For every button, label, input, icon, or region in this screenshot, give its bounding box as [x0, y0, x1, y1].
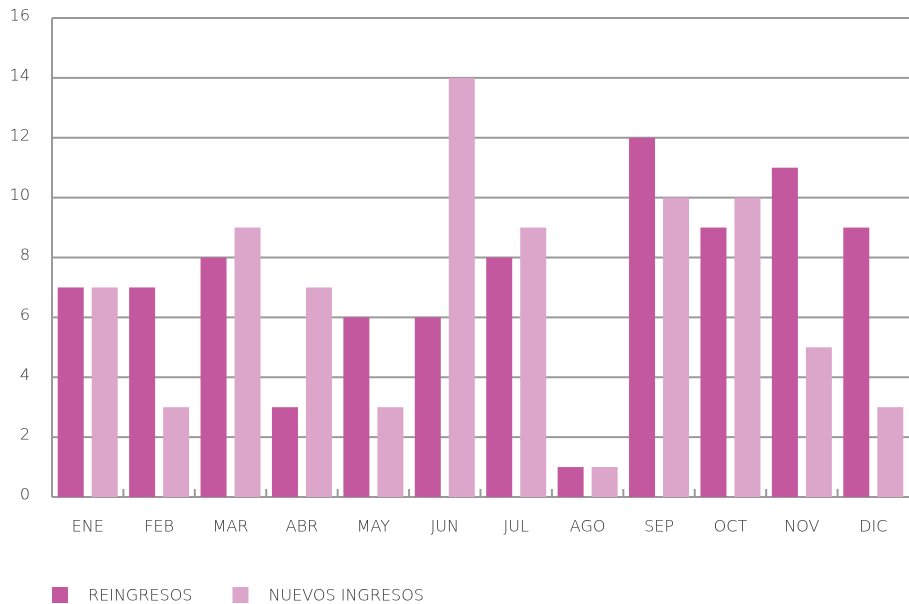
bar: [663, 197, 690, 497]
y-tick-label: 8: [20, 245, 30, 264]
bar: [377, 407, 404, 497]
y-tick-label: 2: [20, 425, 30, 444]
x-tick-label: ENE: [72, 517, 104, 536]
x-tick-label: MAR: [213, 517, 249, 536]
y-tick-label: 12: [10, 125, 30, 144]
x-tick-label: ABR: [286, 517, 319, 536]
bar: [305, 287, 332, 497]
bar: [591, 467, 618, 497]
legend-swatch: [52, 587, 68, 603]
bar: [629, 137, 656, 497]
legend-label: REINGRESOS: [88, 586, 192, 604]
x-tick-label: JUN: [431, 517, 459, 536]
bar: [271, 407, 298, 497]
x-tick-label: AGO: [570, 517, 606, 536]
bar: [486, 257, 513, 497]
bar: [771, 167, 798, 497]
y-tick-label: 10: [10, 185, 30, 204]
bar: [843, 227, 870, 497]
bar: [877, 407, 904, 497]
x-tick-label: SEP: [644, 517, 674, 536]
bar: [414, 317, 441, 497]
x-tick-label: OCT: [714, 517, 748, 536]
bar: [57, 287, 84, 497]
legend-swatch: [232, 587, 249, 603]
y-tick-label: 6: [20, 305, 30, 324]
bar: [734, 197, 761, 497]
x-tick-label: DIC: [859, 517, 887, 536]
bar: [163, 407, 190, 497]
x-tick-label: NOV: [784, 517, 819, 536]
y-tick-label: 16: [10, 6, 30, 25]
y-tick-label: 4: [20, 365, 30, 384]
x-tick-label: MAY: [357, 517, 391, 536]
y-tick-label: 0: [20, 485, 30, 504]
bar: [91, 287, 118, 497]
x-tick-label: JUL: [504, 517, 529, 536]
bar: [557, 467, 584, 497]
bar: [448, 77, 475, 497]
bar: [700, 227, 727, 497]
x-tick-label: FEB: [144, 517, 174, 536]
legend-label: NUEVOS INGRESOS: [268, 586, 424, 604]
bar: [234, 227, 261, 497]
bar: [129, 287, 156, 497]
bar: [200, 257, 227, 497]
y-tick-label: 14: [10, 65, 30, 84]
bar: [805, 347, 832, 497]
bar: [343, 317, 370, 497]
bar: [520, 227, 547, 497]
